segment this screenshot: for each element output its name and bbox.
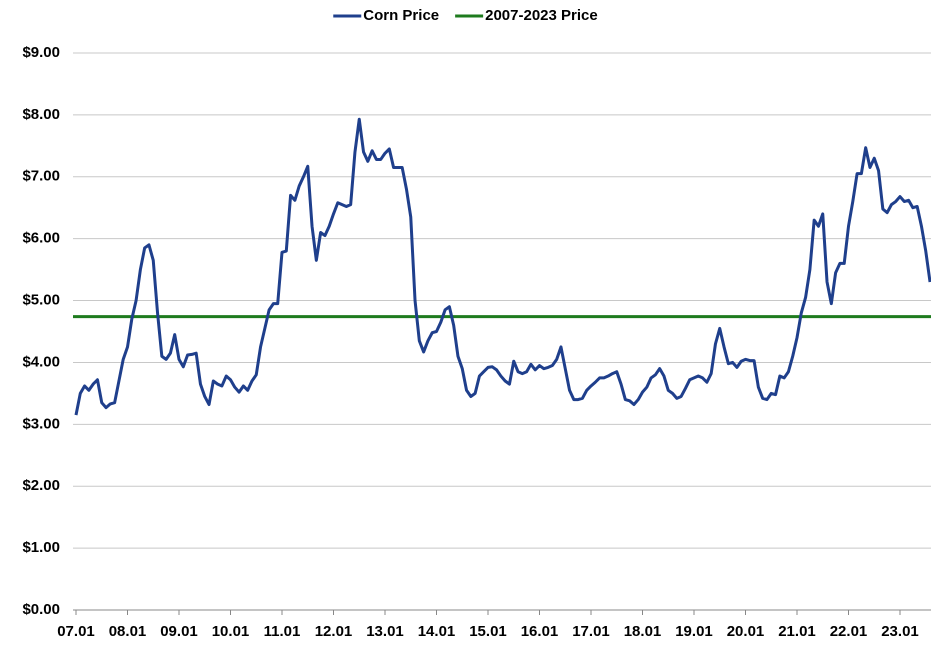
x-tick-label: 22.01	[830, 623, 868, 640]
x-tick-label: 21.01	[778, 623, 816, 640]
y-tick-label: $6.00	[22, 230, 60, 247]
x-tick-label: 16.01	[521, 623, 559, 640]
y-tick-label: $9.00	[22, 44, 60, 61]
x-tick-label: 13.01	[366, 623, 404, 640]
y-tick-label: $1.00	[22, 539, 60, 556]
legend-label: Corn Price	[363, 7, 439, 24]
y-tick-label: $7.00	[22, 168, 60, 185]
x-tick-label: 23.01	[881, 623, 919, 640]
x-tick-label: 08.01	[109, 623, 147, 640]
y-tick-label: $3.00	[22, 415, 60, 432]
y-tick-label: $5.00	[22, 292, 60, 309]
x-tick-label: 15.01	[469, 623, 507, 640]
x-tick-label: 09.01	[160, 623, 198, 640]
y-tick-label: $0.00	[22, 601, 60, 618]
price-line	[74, 117, 931, 416]
x-tick-label: 11.01	[264, 623, 301, 640]
y-tick-label: $8.00	[22, 106, 60, 123]
x-tick-label: 20.01	[727, 623, 765, 640]
y-tick-label: $4.00	[22, 353, 60, 370]
y-tick-label: $2.00	[22, 477, 60, 494]
legend-label: 2007-2023 Price	[485, 7, 598, 24]
x-tick-label: 18.01	[624, 623, 662, 640]
x-tick-label: 07.01	[57, 623, 95, 640]
x-tick-label: 12.01	[315, 623, 353, 640]
x-tick-label: 10.01	[212, 623, 250, 640]
x-tick-label: 17.01	[572, 623, 610, 640]
x-tick-label: 14.01	[418, 623, 456, 640]
x-tick-label: 19.01	[675, 623, 713, 640]
